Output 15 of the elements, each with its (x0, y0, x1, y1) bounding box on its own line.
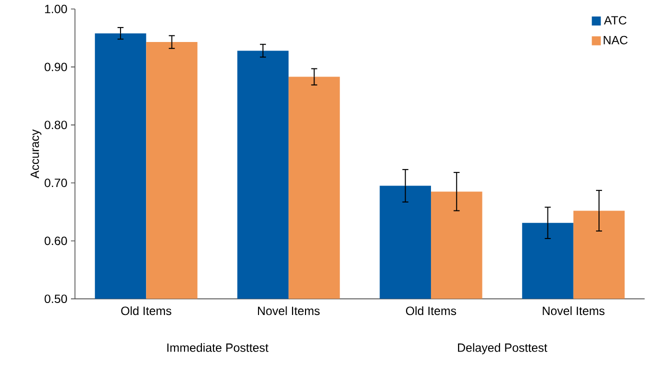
y-tick-label: 0.60 (44, 236, 67, 246)
y-tick-label: 0.90 (44, 62, 67, 72)
x-tick-label: Novel Items (542, 306, 604, 316)
x-tick-label: Novel Items (258, 306, 320, 316)
y-tick-label: 0.80 (44, 120, 67, 130)
text: Immediate Posttest (167, 343, 268, 352)
legend-label: NAC (604, 36, 628, 44)
y-tick-label: 0.70 (44, 178, 67, 188)
text: Delayed Posttest (458, 343, 548, 354)
x-tick-label: Old Items (406, 306, 456, 316)
legend-label: ATC (604, 16, 626, 25)
y-tick-label: 1.00 (45, 4, 67, 14)
y-tick-label: 0.50 (44, 294, 67, 304)
y-axis-title: Accuracy (30, 129, 42, 179)
x-tick-label: Old Items (121, 306, 172, 316)
